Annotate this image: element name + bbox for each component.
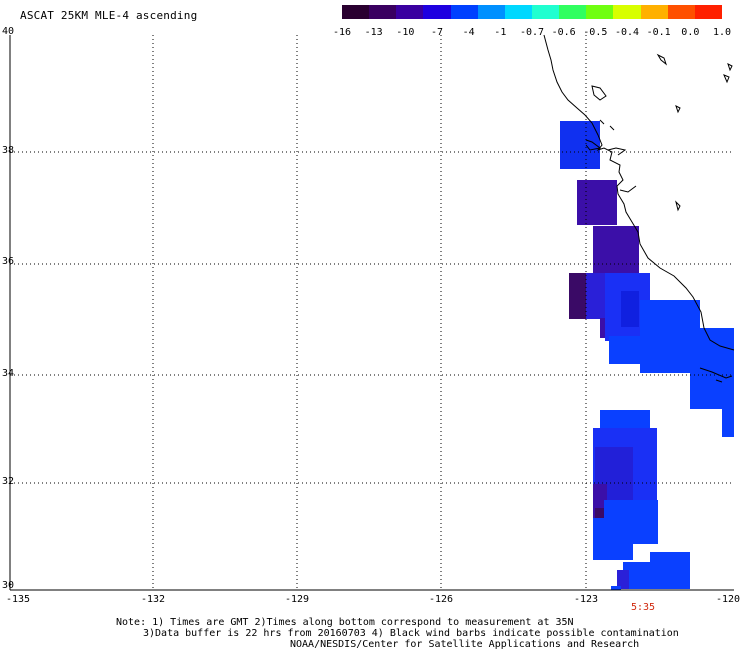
color-scale-label: -0.4 xyxy=(614,27,640,38)
color-scale-segment xyxy=(369,5,397,19)
data-cell xyxy=(640,300,700,340)
lat-label: 34 xyxy=(2,368,15,379)
lat-label: 40 xyxy=(2,26,15,37)
lon-label: -123 xyxy=(573,594,599,605)
color-scale-label: -13 xyxy=(364,27,383,38)
data-cell xyxy=(640,355,706,373)
data-cell xyxy=(611,586,621,590)
data-cell xyxy=(621,291,639,327)
lon-label: -129 xyxy=(284,594,310,605)
note-line-1: Note: 1) Times are GMT 2)Times along bot… xyxy=(116,617,574,628)
color-scale-label: 0.0 xyxy=(681,27,700,38)
color-scale-segment xyxy=(640,5,668,19)
color-scale-segment xyxy=(559,5,587,19)
color-scale-label: -10 xyxy=(396,27,415,38)
color-scale-label: -0.5 xyxy=(583,27,608,38)
data-cell xyxy=(586,273,608,319)
color-scale-segment xyxy=(396,5,424,19)
data-cell xyxy=(560,121,600,169)
color-scale-label: -4 xyxy=(462,27,475,38)
data-cell xyxy=(690,371,724,409)
lon-label: -120 xyxy=(715,594,740,605)
color-scale-segment xyxy=(342,5,370,19)
color-scale-label: -1 xyxy=(494,27,507,38)
lon-label: -135 xyxy=(5,594,31,605)
data-cell xyxy=(600,410,650,430)
data-cell xyxy=(577,180,617,225)
data-cell xyxy=(617,570,629,589)
lat-label: 30 xyxy=(2,580,15,591)
color-scale-label: -0.6 xyxy=(551,27,576,38)
data-cell xyxy=(595,508,605,518)
data-cell xyxy=(722,371,734,437)
lat-lon-grid xyxy=(10,35,734,590)
color-scale-segment xyxy=(477,5,505,19)
data-cell xyxy=(593,226,639,274)
lon-label: -132 xyxy=(140,594,166,605)
color-scale-label: -16 xyxy=(332,27,352,38)
pass-time-label: 5:35 xyxy=(631,602,656,613)
color-scale-segment xyxy=(531,5,560,19)
data-cell xyxy=(569,273,587,319)
color-scale-segment xyxy=(667,5,695,19)
color-scale-segment xyxy=(450,5,478,19)
color-scale-labels: -16 -13 -10 -7 -4 -1 -0.7 -0.6 -0.5 -0.4 -0.1 0.0 1.… xyxy=(330,27,734,39)
color-scale-segment xyxy=(586,5,614,19)
lat-label: 32 xyxy=(2,476,15,487)
color-scale-label: -7 xyxy=(430,27,444,38)
note-line-2: 3)Data buffer is 22 hrs from 20160703 4)… xyxy=(143,628,679,639)
data-cell xyxy=(593,518,633,560)
color-scale-label: 1.0 xyxy=(712,27,732,38)
color-scale-segment xyxy=(613,5,641,19)
color-scale-label: -0.1 xyxy=(646,27,671,38)
color-scale-label: -0.7 xyxy=(519,27,545,38)
lat-label: 36 xyxy=(2,256,15,267)
color-scale-segment xyxy=(694,5,722,19)
map-title: ASCAT 25KM MLE-4 ascending xyxy=(20,9,198,22)
color-scale-segment xyxy=(504,5,532,19)
coastline xyxy=(543,34,735,383)
note-line-3: NOAA/NESDIS/Center for Satellite Applica… xyxy=(290,639,640,650)
lon-label: -126 xyxy=(428,594,454,605)
ocean-data-swath xyxy=(560,121,734,590)
lat-label: 38 xyxy=(2,145,15,156)
data-cell xyxy=(692,328,734,373)
color-scale-segment xyxy=(423,5,451,19)
color-scale-bar xyxy=(342,5,722,19)
